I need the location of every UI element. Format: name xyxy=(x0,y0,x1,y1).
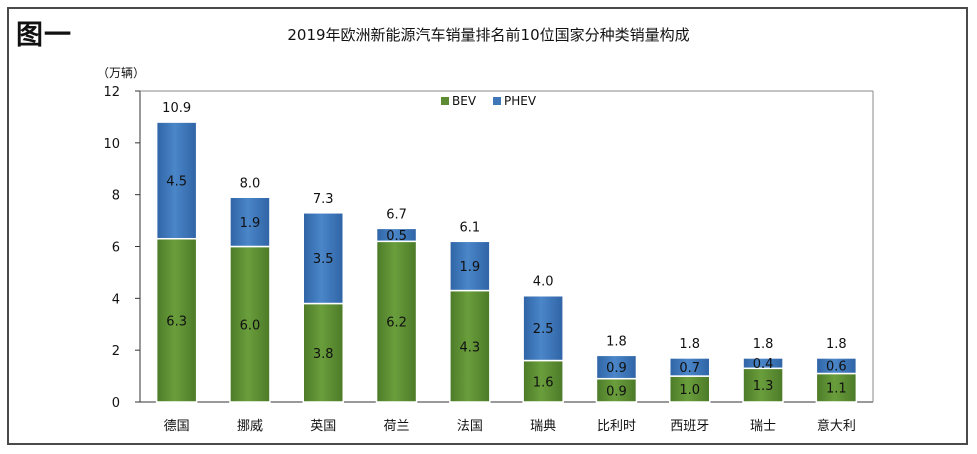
bar-bev xyxy=(742,367,784,403)
data-label-bev: 6.0 xyxy=(240,318,261,333)
x-tick-label: 法国 xyxy=(457,419,483,434)
data-label-bev: 6.2 xyxy=(386,316,407,331)
x-tick-label: 瑞士 xyxy=(750,419,776,434)
data-label-phev: 0.6 xyxy=(826,360,847,375)
bar-phev xyxy=(155,121,198,240)
x-tick-label: 德国 xyxy=(164,419,190,434)
x-tick-label: 意大利 xyxy=(817,418,856,434)
data-label-total: 1.8 xyxy=(606,334,627,349)
y-tick-label: 8 xyxy=(112,189,120,204)
y-tick-label: 6 xyxy=(112,241,120,256)
data-label-total: 1.8 xyxy=(826,337,847,352)
data-label-bev: 1.3 xyxy=(753,379,774,394)
x-tick-label: 比利时 xyxy=(597,419,636,434)
y-tick-label: 0 xyxy=(112,396,120,411)
legend-label-phev: PHEV xyxy=(504,94,537,108)
data-label-bev: 6.3 xyxy=(166,314,187,329)
data-label-phev: 0.4 xyxy=(753,357,774,372)
legend-swatch-bev xyxy=(441,97,449,105)
data-label-phev: 0.5 xyxy=(386,229,407,244)
figure-label: 图一 xyxy=(16,20,72,51)
y-axis-unit-label: （万辆） xyxy=(97,66,146,80)
bar-bev xyxy=(449,289,491,403)
bar-phev xyxy=(522,294,564,362)
bar-phev xyxy=(815,357,858,375)
bar-bev xyxy=(302,302,344,403)
legend-label-bev: BEV xyxy=(452,94,477,108)
data-label-phev: 1.9 xyxy=(460,260,481,275)
legend: BEV PHEV xyxy=(441,94,537,108)
x-tick-label: 荷兰 xyxy=(384,419,410,434)
data-label-total: 10.9 xyxy=(162,101,191,116)
data-label-bev: 3.8 xyxy=(313,347,334,362)
y-tick-label: 12 xyxy=(103,85,120,100)
data-label-bev: 4.3 xyxy=(460,340,481,355)
data-label-bev: 1.1 xyxy=(826,382,847,397)
data-label-total: 8.0 xyxy=(240,176,261,191)
data-label-phev: 2.5 xyxy=(533,322,554,337)
bar-phev xyxy=(229,196,271,248)
data-label-total: 1.8 xyxy=(753,337,774,352)
bar-phev xyxy=(742,357,784,370)
y-tick-label: 2 xyxy=(112,344,120,359)
data-label-total: 6.1 xyxy=(460,220,481,235)
y-tick-label: 4 xyxy=(112,292,120,307)
data-label-phev: 3.5 xyxy=(313,252,334,267)
data-label-phev: 0.7 xyxy=(679,361,700,376)
data-label-phev: 4.5 xyxy=(166,174,187,189)
bar-phev xyxy=(449,240,491,292)
x-tick-label: 英国 xyxy=(310,419,336,434)
data-label-bev: 1.6 xyxy=(533,375,554,390)
bar-phev xyxy=(595,354,638,380)
data-label-bev: 0.9 xyxy=(606,384,627,399)
bar-bev xyxy=(229,245,271,403)
data-label-phev: 0.9 xyxy=(606,361,627,376)
data-label-total: 4.0 xyxy=(533,275,554,290)
bar-bev xyxy=(375,240,418,403)
data-label-bev: 1.0 xyxy=(679,383,700,398)
bar-bev xyxy=(669,375,711,403)
y-tick-label: 10 xyxy=(103,137,120,152)
bar-phev xyxy=(302,212,344,305)
data-label-total: 6.7 xyxy=(386,207,407,222)
data-label-total: 7.3 xyxy=(313,192,334,207)
data-label-phev: 1.9 xyxy=(240,216,261,231)
x-tick-label: 挪威 xyxy=(237,419,263,434)
bar-phev xyxy=(375,227,418,243)
data-label-total: 1.8 xyxy=(679,337,700,352)
bars: 6.3 4.5 10.9 德国 6.0 1.9 8.0 挪威 3.8 3.5 7.3 英国 6.2 0.5… xyxy=(155,101,858,434)
x-tick-label: 瑞典 xyxy=(530,419,556,434)
x-tick-label: 西班牙 xyxy=(670,419,709,434)
chart-title: 2019年欧洲新能源汽车销量排名前10位国家分种类销量构成 xyxy=(287,26,690,44)
bar-phev xyxy=(669,357,711,377)
legend-swatch-phev xyxy=(493,97,501,105)
